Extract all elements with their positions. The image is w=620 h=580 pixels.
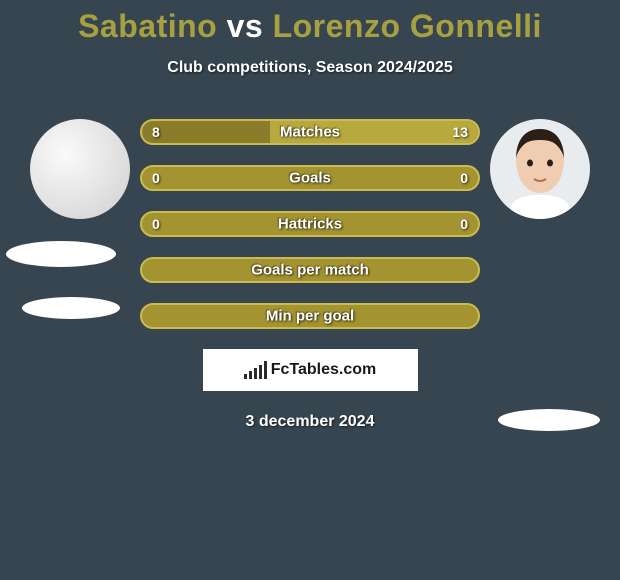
fctables-logo: FcTables.com bbox=[203, 349, 418, 391]
stat-bar: Goals0 0 bbox=[140, 165, 480, 191]
player2-avatar bbox=[490, 119, 590, 219]
stat-bar: Min per goal bbox=[140, 303, 480, 329]
stats-area: Matches813Goals00Hattricks00Goals per ma… bbox=[0, 119, 620, 431]
logo-text: FcTables.com bbox=[271, 361, 377, 379]
stat-label: Min per goal bbox=[142, 308, 478, 325]
decorative-ellipse bbox=[6, 241, 116, 267]
player1-name: Sabatino bbox=[78, 8, 217, 44]
stat-bar: Matches813 bbox=[140, 119, 480, 145]
stat-value-right: 0 bbox=[460, 170, 468, 186]
stat-value-left: 8 bbox=[152, 124, 160, 140]
page-title: Sabatino vs Lorenzo Gonnelli bbox=[0, 8, 620, 45]
stat-value-left: 0 bbox=[152, 170, 160, 186]
stat-value-right: 0 bbox=[460, 216, 468, 232]
stat-label: Hattricks bbox=[142, 216, 478, 233]
stat-bar-fill-right bbox=[270, 121, 478, 143]
stat-bars: Matches813Goals00Hattricks00Goals per ma… bbox=[140, 119, 480, 329]
stat-value-right: 13 bbox=[452, 124, 468, 140]
stat-bar-fill-left bbox=[142, 121, 270, 143]
comparison-card: Sabatino vs Lorenzo Gonnelli Club compet… bbox=[0, 0, 620, 431]
decorative-ellipse bbox=[22, 297, 120, 319]
avatar-face-icon bbox=[490, 119, 590, 219]
stat-bar: Hattricks0 0 bbox=[140, 211, 480, 237]
player1-avatar bbox=[30, 119, 130, 219]
logo-bars-icon bbox=[244, 361, 267, 379]
vs-separator: vs bbox=[227, 8, 264, 44]
stat-label: Goals per match bbox=[142, 262, 478, 279]
player2-name: Lorenzo Gonnelli bbox=[273, 8, 542, 44]
stat-bar: Goals per match bbox=[140, 257, 480, 283]
subtitle: Club competitions, Season 2024/2025 bbox=[0, 59, 620, 77]
stat-value-left: 0 bbox=[152, 216, 160, 232]
stat-label: Goals bbox=[142, 170, 478, 187]
decorative-ellipse bbox=[498, 409, 600, 431]
